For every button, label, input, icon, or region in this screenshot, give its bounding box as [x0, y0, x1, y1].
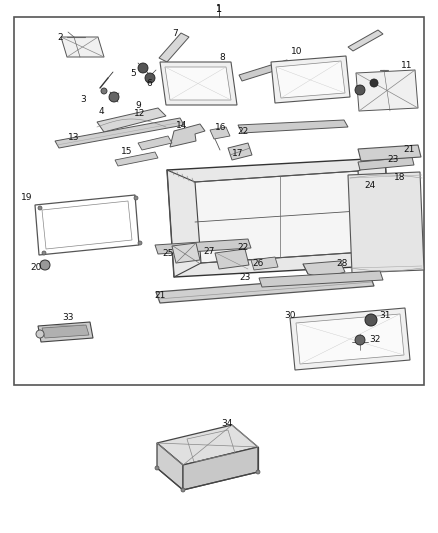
Polygon shape — [303, 261, 345, 278]
Text: 7: 7 — [172, 29, 178, 38]
Polygon shape — [38, 322, 93, 342]
Circle shape — [109, 92, 119, 102]
Polygon shape — [159, 33, 189, 62]
Text: 6: 6 — [146, 79, 152, 88]
Circle shape — [145, 73, 155, 83]
Text: 4: 4 — [98, 108, 104, 117]
Polygon shape — [353, 181, 397, 198]
Polygon shape — [97, 108, 166, 132]
Circle shape — [36, 330, 44, 338]
Text: 22: 22 — [237, 127, 249, 136]
Circle shape — [370, 79, 378, 87]
Polygon shape — [259, 271, 383, 287]
Text: 3: 3 — [80, 95, 86, 104]
Text: 13: 13 — [68, 133, 80, 142]
Circle shape — [42, 251, 46, 255]
Text: 14: 14 — [177, 120, 188, 130]
Polygon shape — [55, 118, 184, 148]
Circle shape — [256, 470, 260, 474]
Circle shape — [138, 241, 142, 245]
Text: 5: 5 — [130, 69, 136, 77]
Circle shape — [101, 88, 107, 94]
Text: 17: 17 — [232, 149, 244, 157]
Text: 9: 9 — [135, 101, 141, 110]
Polygon shape — [348, 30, 383, 51]
Text: 33: 33 — [62, 312, 74, 321]
Polygon shape — [251, 257, 278, 270]
Circle shape — [38, 206, 42, 210]
Polygon shape — [296, 314, 404, 364]
Polygon shape — [157, 425, 258, 465]
Polygon shape — [160, 62, 237, 105]
Text: 30: 30 — [284, 311, 296, 320]
Text: 27: 27 — [203, 247, 215, 256]
Polygon shape — [42, 325, 89, 338]
Polygon shape — [215, 249, 249, 269]
Polygon shape — [228, 143, 252, 160]
Text: 1: 1 — [216, 4, 222, 14]
Text: 28: 28 — [336, 259, 348, 268]
Text: 31: 31 — [379, 311, 391, 319]
Circle shape — [355, 85, 365, 95]
Text: 18: 18 — [394, 173, 406, 182]
Text: 32: 32 — [369, 335, 381, 344]
Text: 16: 16 — [215, 123, 227, 132]
Polygon shape — [61, 37, 104, 57]
Polygon shape — [290, 308, 410, 370]
Text: 21: 21 — [154, 292, 166, 301]
Text: 23: 23 — [239, 272, 251, 281]
Text: 8: 8 — [219, 52, 225, 61]
Polygon shape — [155, 239, 251, 254]
Circle shape — [365, 314, 377, 326]
Polygon shape — [238, 120, 348, 133]
Text: 12: 12 — [134, 109, 146, 118]
Polygon shape — [239, 60, 290, 81]
Polygon shape — [195, 171, 364, 263]
Text: 34: 34 — [221, 418, 233, 427]
Polygon shape — [356, 70, 418, 111]
Text: 20: 20 — [30, 263, 42, 272]
Circle shape — [134, 196, 138, 200]
Text: 25: 25 — [162, 248, 174, 257]
Circle shape — [181, 488, 185, 492]
Polygon shape — [183, 447, 258, 490]
Polygon shape — [276, 61, 345, 98]
Polygon shape — [157, 443, 183, 490]
Circle shape — [138, 63, 148, 73]
Text: 26: 26 — [252, 259, 264, 268]
Polygon shape — [156, 275, 374, 303]
Text: 2: 2 — [57, 34, 63, 43]
Polygon shape — [172, 243, 200, 263]
Text: 22: 22 — [237, 243, 249, 252]
Polygon shape — [358, 145, 421, 161]
Polygon shape — [138, 136, 172, 150]
Text: 24: 24 — [364, 181, 376, 190]
Polygon shape — [348, 172, 424, 273]
Polygon shape — [167, 158, 392, 277]
Polygon shape — [115, 152, 158, 166]
Polygon shape — [271, 56, 350, 103]
Circle shape — [355, 335, 365, 345]
Text: 15: 15 — [121, 147, 133, 156]
Circle shape — [155, 466, 159, 470]
Text: 11: 11 — [401, 61, 413, 70]
Text: 23: 23 — [387, 156, 399, 165]
Polygon shape — [210, 127, 230, 139]
Polygon shape — [165, 67, 231, 100]
Text: 21: 21 — [403, 146, 415, 155]
Circle shape — [40, 260, 50, 270]
Text: 1: 1 — [216, 4, 222, 13]
Text: 10: 10 — [291, 47, 303, 56]
Polygon shape — [358, 157, 414, 170]
Polygon shape — [170, 124, 205, 147]
Text: 19: 19 — [21, 192, 33, 201]
